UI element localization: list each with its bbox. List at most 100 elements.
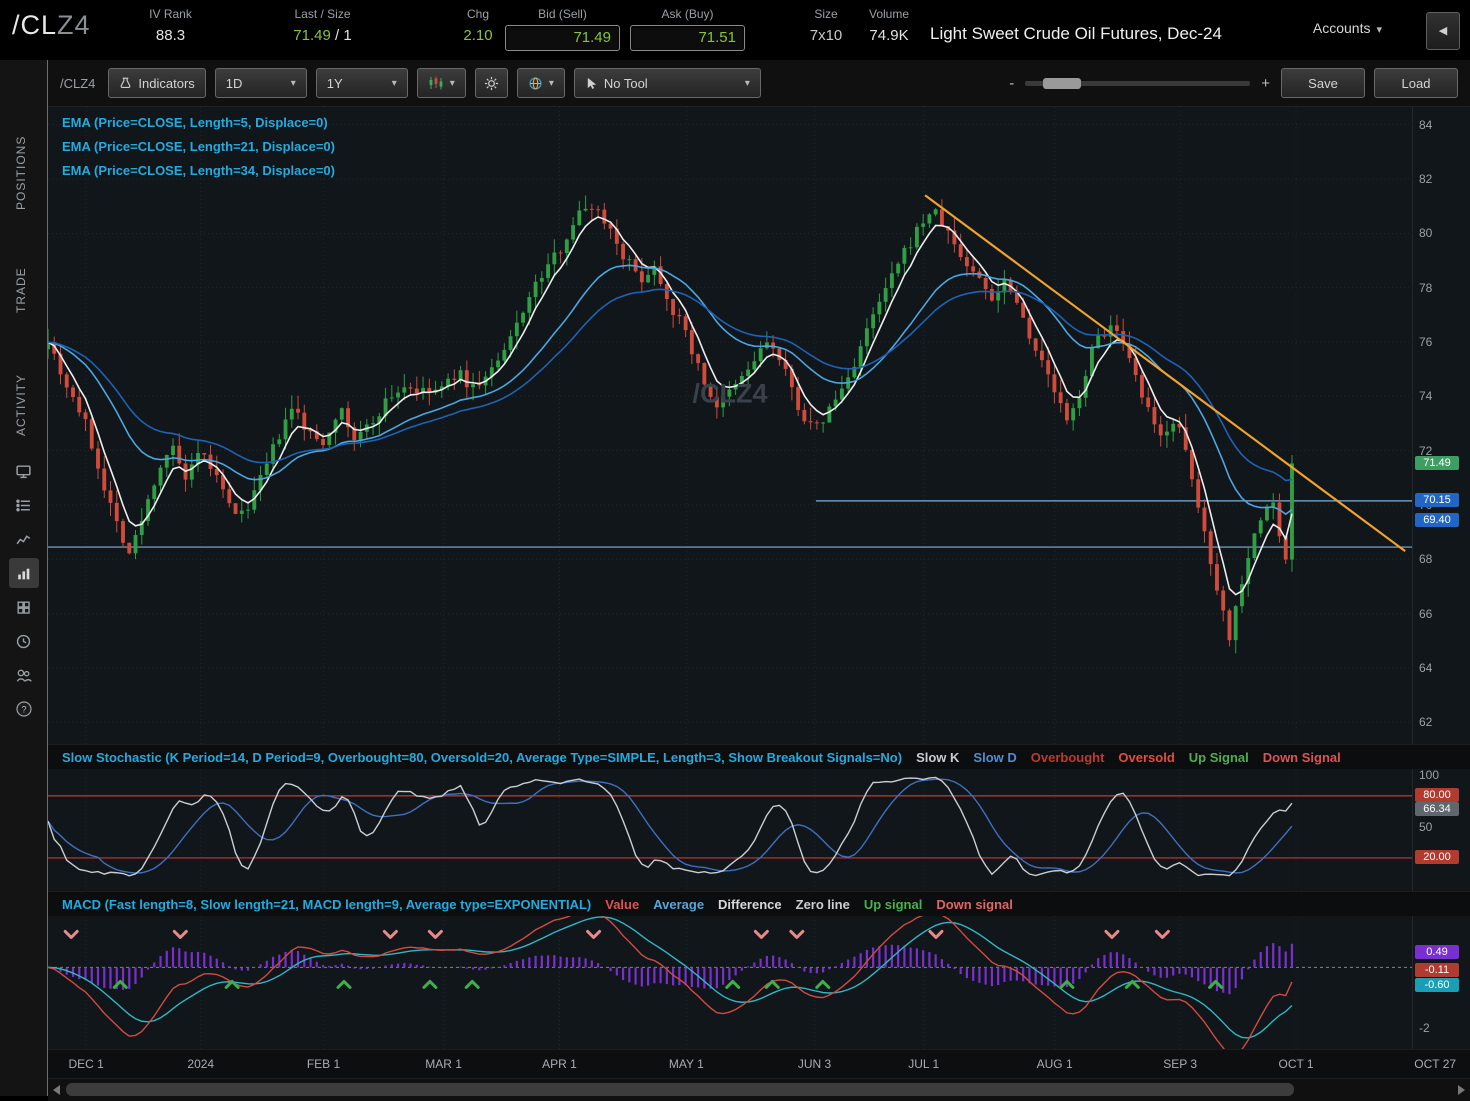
indicators-button[interactable]: Indicators — [108, 68, 206, 98]
stoch-title[interactable]: Slow Stochastic (K Period=14, D Period=9… — [62, 749, 903, 765]
volume-field: Volume 74.9K — [858, 7, 920, 44]
bid-button[interactable]: 71.49 — [505, 25, 620, 51]
accounts-menu[interactable]: Accounts ▾ — [1313, 20, 1382, 36]
time-label: FEB 1 — [306, 1057, 341, 1071]
time-label: JUN 3 — [797, 1057, 832, 1071]
people-icon[interactable] — [9, 660, 39, 690]
axis-badge: 80.00 — [1415, 787, 1459, 802]
axis-tick: -2 — [1419, 1020, 1430, 1035]
macd-legend-average: Average — [653, 896, 705, 912]
time-label: 2024 — [187, 1057, 215, 1071]
scroll-right-icon[interactable] — [1458, 1085, 1465, 1095]
stoch-plot[interactable] — [48, 769, 1412, 891]
chevron-down-icon: ▾ — [744, 77, 750, 89]
chart-type-dropdown[interactable]: ▾ — [416, 68, 466, 98]
zoom-in-button[interactable]: + — [1261, 74, 1270, 92]
stoch-legend-overbought: Overbought — [1030, 749, 1105, 765]
axis-badge: 0.49 — [1415, 944, 1459, 959]
symbol-title: /CLZ4 — [12, 10, 91, 41]
zoom-slider[interactable] — [1025, 77, 1251, 89]
axis-tick: 66 — [1419, 606, 1433, 621]
iv-rank-field: IV Rank 88.3 — [118, 7, 223, 44]
macd-title[interactable]: MACD (Fast length=8, Slow length=21, MAC… — [62, 896, 592, 912]
axis-tick: 100 — [1419, 769, 1440, 783]
chart-area: /CLZ4 Indicators 1D ▾ 1Y ▾ ▾ ▾ No Tool — [48, 60, 1470, 1101]
trendline — [924, 194, 1406, 553]
settings-button[interactable] — [474, 68, 508, 98]
toolbar-symbol: /CLZ4 — [60, 75, 96, 91]
chevron-down-icon: ▾ — [290, 77, 296, 89]
up-signal-icon — [1059, 979, 1075, 989]
up-signal-icon — [1124, 979, 1140, 989]
axis-tick: 50 — [1419, 819, 1433, 834]
ask-button[interactable]: 71.51 — [630, 25, 745, 51]
down-signal-icon — [789, 929, 805, 939]
sidebar-icon-rail: ? — [0, 452, 47, 728]
candlestick-icon — [429, 76, 443, 90]
axis-tick: 82 — [1419, 171, 1433, 186]
symbol-month: Z4 — [57, 10, 91, 40]
grid-icon[interactable] — [9, 592, 39, 622]
help-icon[interactable]: ? — [9, 694, 39, 724]
last-value: 71.49 — [293, 27, 331, 44]
axis-tick: 68 — [1419, 552, 1433, 567]
time-label: SEP 3 — [1163, 1057, 1198, 1071]
flask-icon — [121, 77, 131, 88]
timeframe-value: 1D — [225, 75, 243, 91]
active-tool-dropdown[interactable]: No Tool ▾ — [573, 68, 761, 98]
scrollbar-thumb[interactable] — [66, 1083, 1294, 1096]
down-signal-icon — [382, 929, 398, 939]
scroll-left-icon[interactable] — [53, 1085, 60, 1095]
ema-5-label: EMA (Price=CLOSE, Length=5, Displace=0) — [62, 115, 328, 130]
last-size-field: Last / Size 71.49 / 1 — [250, 7, 395, 44]
drawing-tools-dropdown[interactable]: ▾ — [516, 68, 565, 98]
list-icon[interactable] — [9, 490, 39, 520]
collapse-panel-button[interactable]: ◀ — [1426, 12, 1460, 50]
axis-badge: -0.60 — [1415, 977, 1459, 992]
time-label: APR 1 — [542, 1057, 577, 1071]
range-dropdown[interactable]: 1Y ▾ — [315, 68, 408, 98]
size-field: Size 7x10 — [795, 7, 857, 44]
clock-icon[interactable] — [9, 626, 39, 656]
down-signal-icon — [753, 929, 769, 939]
iv-rank-label: IV Rank — [149, 7, 192, 21]
time-axis: DEC 1 2024 FEB 1 MAR 1 APR 1 MAY 1 JUN 3 JUL 1 A… — [48, 1049, 1470, 1078]
load-button[interactable]: Load — [1374, 68, 1458, 98]
axis-tick: 62 — [1419, 715, 1433, 730]
axis-badge: 70.15 — [1415, 492, 1459, 507]
stoch-panel: 100 50 80.00 66.34 20.00 — [48, 769, 1470, 891]
main-plot[interactable]: EMA (Price=CLOSE, Length=5, Displace=0) … — [48, 107, 1412, 744]
timeframe-dropdown[interactable]: 1D ▾ — [214, 68, 307, 98]
ema-legend: EMA (Price=CLOSE, Length=5, Displace=0) … — [62, 115, 335, 187]
time-label: JUL 1 — [908, 1057, 940, 1071]
macd-plot[interactable] — [48, 916, 1412, 1049]
monitor-icon[interactable] — [9, 456, 39, 486]
time-label: AUG 1 — [1036, 1057, 1073, 1071]
macd-title-strip: MACD (Fast length=8, Slow length=21, MAC… — [48, 891, 1470, 916]
macd-signal-arrows — [63, 929, 1224, 989]
stoch-legend-slowk: Slow K — [916, 749, 960, 765]
size-value: 7x10 — [809, 27, 843, 44]
up-signal-icon — [336, 979, 352, 989]
macd-histogram — [53, 943, 1294, 995]
macd-panel: -2 0.49 -0.11 -0.60 — [48, 916, 1470, 1049]
volume-label: Volume — [868, 7, 910, 21]
bar-chart-icon[interactable] — [8, 558, 39, 588]
zoom-slider-handle[interactable] — [1043, 77, 1082, 89]
line-chart-icon[interactable] — [9, 524, 39, 554]
ask-field: Ask (Buy) 71.51 — [630, 7, 745, 51]
last-size-label: Last / Size — [294, 7, 351, 21]
macd-axis: -2 0.49 -0.11 -0.60 — [1412, 916, 1470, 1049]
h-scrollbar[interactable] — [48, 1078, 1470, 1101]
chart-toolbar: /CLZ4 Indicators 1D ▾ 1Y ▾ ▾ ▾ No Tool — [48, 60, 1470, 107]
range-value: 1Y — [326, 75, 343, 91]
up-signal-icon — [764, 979, 780, 989]
stoch-title-strip: Slow Stochastic (K Period=14, D Period=9… — [48, 744, 1470, 769]
macd-legend-upsignal: Up signal — [863, 896, 923, 912]
save-button[interactable]: Save — [1281, 68, 1365, 98]
candles-layer — [48, 195, 1294, 654]
chevron-down-icon: ▾ — [391, 77, 397, 89]
zoom-out-button[interactable]: - — [1009, 74, 1015, 92]
stoch-legend-downsignal: Down Signal — [1262, 749, 1341, 765]
